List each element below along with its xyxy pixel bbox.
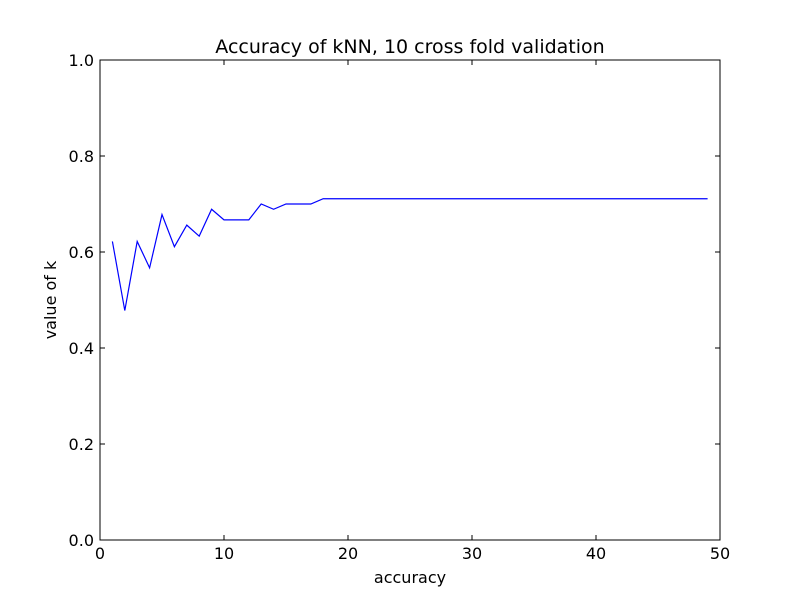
- x-tick-label: 30: [462, 544, 482, 563]
- y-tick-label: 0.8: [69, 147, 94, 166]
- x-tick-label: 20: [338, 544, 358, 563]
- y-tick-label: 0.4: [69, 339, 94, 358]
- ticks: 0 10 20 30 40 50 0.0 0.2 0.4 0.6 0.8 1.0: [69, 51, 731, 563]
- x-axis-label: accuracy: [374, 568, 446, 587]
- plot-frame: [99, 59, 721, 541]
- y-tick-label: 1.0: [69, 51, 94, 70]
- y-axis-label: value of k: [41, 260, 60, 339]
- y-tick-label: 0.6: [69, 243, 94, 262]
- series-line: [111, 198, 708, 311]
- x-tick-label: 0: [95, 544, 105, 563]
- x-tick-label: 50: [710, 544, 730, 563]
- x-tick-label: 40: [586, 544, 606, 563]
- x-tick-label: 10: [214, 544, 234, 563]
- y-tick-label: 0.0: [69, 531, 94, 550]
- y-tick-label: 0.2: [69, 435, 94, 454]
- chart-title: Accuracy of kNN, 10 cross fold validatio…: [215, 36, 604, 58]
